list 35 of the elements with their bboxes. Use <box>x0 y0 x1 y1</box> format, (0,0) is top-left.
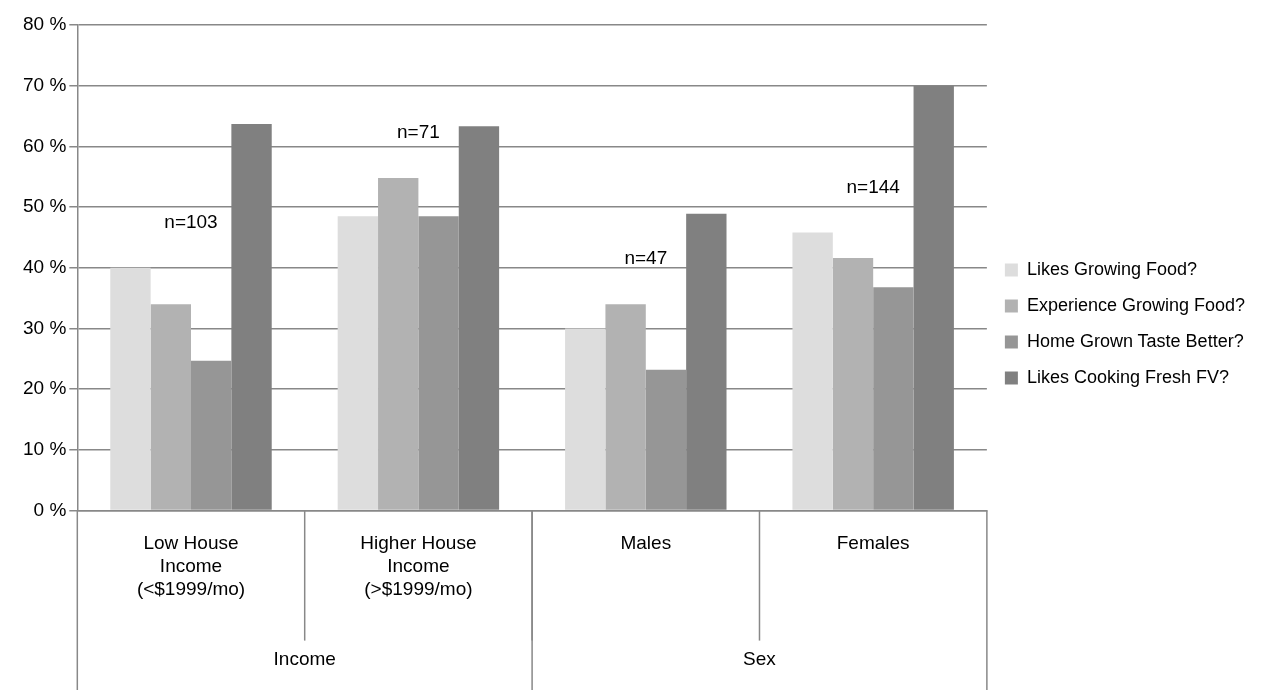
x-tick-label: Males <box>620 532 672 554</box>
bar <box>645 369 687 510</box>
y-tick-label: 80 % <box>22 13 67 35</box>
y-tick-label: 20 % <box>22 377 67 399</box>
annotation: n=71 <box>397 121 440 143</box>
bar <box>110 267 151 510</box>
legend-label: Likes Cooking Fresh FV? <box>1026 366 1229 387</box>
x-tick-label: Higher House Income (>$1999/mo) <box>360 532 477 599</box>
text: Income <box>273 648 336 670</box>
y-tick-label: 50 % <box>22 195 67 217</box>
legend-label: Experience Growing Food? <box>1026 294 1246 315</box>
bar <box>337 216 379 510</box>
bar <box>418 216 459 510</box>
bar <box>565 328 606 510</box>
bar <box>605 304 646 510</box>
legend-label: Likes Growing Food? <box>1026 258 1197 279</box>
bar <box>378 177 419 510</box>
y-tick-label: 70 % <box>22 73 67 95</box>
bar <box>150 304 191 510</box>
y-tick-label: 30 % <box>22 316 67 338</box>
legend-label: Home Grown Taste Better? <box>1026 330 1244 351</box>
bar <box>832 258 874 510</box>
y-tick-label: 40 % <box>22 256 67 278</box>
annotation: n=144 <box>846 175 901 197</box>
text: Sex <box>743 648 777 670</box>
x-tick-label: Low House Income (<$1999/mo) <box>136 532 246 599</box>
bar <box>191 360 232 510</box>
x-tick-label: Females <box>836 532 910 554</box>
bar <box>873 287 914 510</box>
annotation: n=47 <box>624 247 668 269</box>
bar <box>792 232 833 510</box>
y-tick-label: 60 % <box>22 134 67 156</box>
y-tick-label: 10 % <box>22 438 67 460</box>
annotation: n=103 <box>164 211 218 233</box>
y-tick-label: 0 % <box>33 498 67 520</box>
